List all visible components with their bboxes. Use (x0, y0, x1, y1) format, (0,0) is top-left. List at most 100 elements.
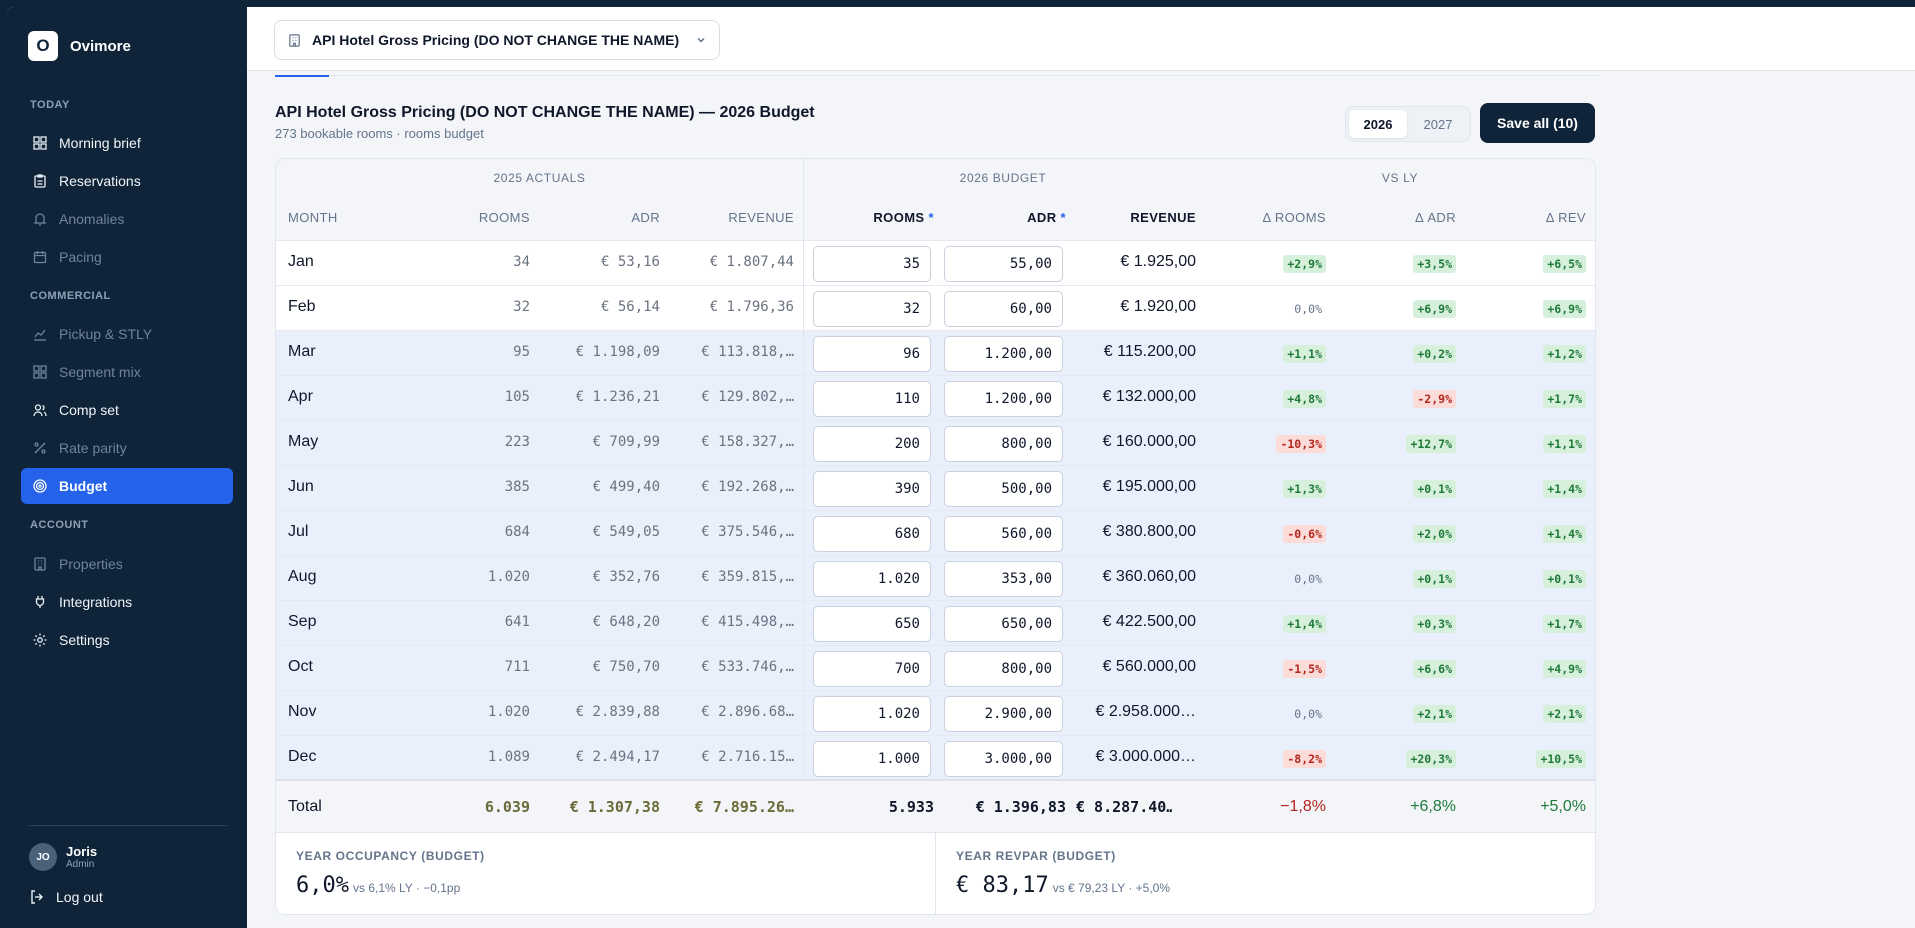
cell-actual-adr: € 648,20 (592, 614, 660, 630)
plug-icon (35, 596, 45, 608)
budget-adr-input[interactable]: 1.200,00 (944, 381, 1063, 417)
budget-rooms-input[interactable]: 200 (813, 426, 931, 462)
budget-adr-input[interactable]: 60,00 (944, 291, 1063, 327)
delta-revenue-badge: +1,4% (1543, 525, 1586, 543)
budget-rooms-input[interactable]: 96 (813, 336, 931, 372)
cell-budget-revenue: € 422.500,00 (1102, 613, 1196, 630)
delta-adr-badge: +2,0% (1413, 525, 1456, 543)
sidebar-item-budget[interactable]: Budget (21, 468, 233, 504)
sidebar-item-pacing[interactable]: Pacing (21, 239, 233, 275)
delta-revenue-badge: +6,5% (1543, 255, 1586, 273)
sidebar-item-label: Pickup & STLY (59, 326, 153, 342)
budget-rooms-input[interactable]: 32 (813, 291, 931, 327)
sidebar-item-anomalies[interactable]: Anomalies (21, 201, 233, 237)
sidebar-item-rate-parity[interactable]: Rate parity (21, 430, 233, 466)
cell-actual-adr: € 2.839,88 (575, 704, 660, 720)
cell-actual-revenue: € 533.746,… (701, 659, 794, 675)
budget-adr-input[interactable]: 800,00 (944, 651, 1063, 687)
budget-adr-input[interactable]: 500,00 (944, 471, 1063, 507)
nav-section-account: ACCOUNT (30, 519, 89, 531)
kpi-occupancy-label: YEAR OCCUPANCY (BUDGET) (296, 849, 485, 863)
year-toggle: 2026 2027 (1345, 106, 1471, 142)
delta-revenue-badge: +2,1% (1543, 705, 1586, 723)
budget-adr-input[interactable]: 3.000,00 (944, 741, 1063, 777)
sidebar-item-settings[interactable]: Settings (21, 622, 233, 658)
delta-adr-badge: +6,9% (1413, 300, 1456, 318)
year-option-2026[interactable]: 2026 (1349, 110, 1407, 138)
cell-month: Feb (288, 298, 316, 315)
budget-adr-input[interactable]: 560,00 (944, 516, 1063, 552)
cell-actual-adr: € 2.494,17 (575, 749, 660, 765)
cell-actual-revenue: € 375.546,… (701, 524, 794, 540)
delta-adr-badge: +0,2% (1413, 345, 1456, 363)
calendar-icon (33, 251, 47, 264)
table-row: Oct 711 € 750,70 € 533.746,… 700 800,00 € 560.… (276, 645, 1595, 690)
sidebar-divider (29, 825, 227, 826)
kpi-revpar-label: YEAR REVPAR (BUDGET) (956, 849, 1116, 863)
cell-actual-adr: € 499,40 (592, 479, 660, 495)
delta-revenue-badge: +0,1% (1543, 570, 1586, 588)
gear-icon (33, 633, 47, 647)
kpi-occupancy-sub: vs 6,1% LY · −0,1pp (352, 881, 461, 895)
delta-revenue-badge: +10,5% (1536, 750, 1586, 768)
sidebar-item-morning-brief[interactable]: Morning brief (21, 125, 233, 161)
cell-month: Jun (288, 478, 314, 495)
budget-adr-input[interactable]: 2.900,00 (944, 696, 1063, 732)
user-profile[interactable]: JO Joris Admin (29, 843, 97, 871)
users-icon (33, 404, 47, 417)
year-option-2027[interactable]: 2027 (1423, 116, 1453, 132)
delta-rooms-badge: +1,3% (1283, 480, 1326, 498)
sidebar-item-label: Pacing (59, 249, 102, 265)
table-row: Jun 385 € 499,40 € 192.268,… 390 500,00 € 195.… (276, 465, 1595, 510)
cell-actual-adr: € 53,16 (600, 254, 660, 270)
brand[interactable]: O Ovimore (28, 31, 131, 61)
delta-revenue-badge: +1,7% (1543, 615, 1586, 633)
budget-adr-input[interactable]: 800,00 (944, 426, 1063, 462)
logout-button[interactable]: Log out (29, 889, 103, 905)
budget-rooms-input[interactable]: 35 (813, 246, 931, 282)
delta-rooms-badge: 0,0% (1294, 302, 1322, 316)
active-tab-indicator (275, 75, 329, 77)
budget-rooms-input[interactable]: 1.000 (813, 741, 931, 777)
delta-adr-badge: +0,1% (1413, 480, 1456, 498)
cell-budget-revenue: € 195.000,00 (1102, 478, 1196, 495)
budget-rooms-input[interactable]: 1.020 (813, 561, 931, 597)
property-select[interactable]: API Hotel Gross Pricing (DO NOT CHANGE T… (274, 20, 720, 60)
brand-name: Ovimore (70, 37, 131, 55)
total-row: Total 6.039 € 1.307,38 € 7.895.26… 5.933… (276, 779, 1595, 832)
sidebar-item-segment-mix[interactable]: Segment mix (21, 354, 233, 390)
sidebar-item-properties[interactable]: Properties (21, 546, 233, 582)
delta-adr-badge: +2,1% (1413, 705, 1456, 723)
percent-icon (34, 442, 46, 454)
budget-rooms-input[interactable]: 650 (813, 606, 931, 642)
delta-revenue-badge: +1,4% (1543, 480, 1586, 498)
cell-actual-revenue: € 2.716.15… (701, 749, 794, 765)
budget-adr-input[interactable]: 55,00 (944, 246, 1063, 282)
budget-adr-input[interactable]: 650,00 (944, 606, 1063, 642)
save-all-button[interactable]: Save all (10) (1480, 103, 1595, 143)
budget-rooms-input[interactable]: 680 (813, 516, 931, 552)
col-actual-rooms: ROOMS (478, 210, 530, 225)
sidebar-item-integrations[interactable]: Integrations (21, 584, 233, 620)
budget-adr-input[interactable]: 1.200,00 (944, 336, 1063, 372)
budget-rooms-input[interactable]: 390 (813, 471, 931, 507)
delta-revenue-badge: +1,1% (1543, 435, 1586, 453)
delta-revenue-badge: +1,7% (1543, 390, 1586, 408)
budget-rooms-input[interactable]: 700 (813, 651, 931, 687)
sidebar-item-pickup-stly[interactable]: Pickup & STLY (21, 316, 233, 352)
budget-rooms-input[interactable]: 1.020 (813, 696, 931, 732)
budget-adr-input[interactable]: 353,00 (944, 561, 1063, 597)
grid-icon (33, 136, 47, 150)
kpi-revpar: YEAR REVPAR (BUDGET) € 83,17 vs € 79,23 L… (936, 832, 1595, 914)
cell-budget-revenue: € 1.925,00 (1120, 253, 1196, 270)
delta-adr-badge: +3,5% (1413, 255, 1456, 273)
cell-actual-adr: € 56,14 (600, 299, 660, 315)
clipboard-icon (34, 174, 46, 188)
sidebar-item-reservations[interactable]: Reservations (21, 163, 233, 199)
sidebar-item-label: Morning brief (59, 135, 141, 151)
col-actual-revenue: REVENUE (728, 210, 794, 225)
budget-rooms-input[interactable]: 110 (813, 381, 931, 417)
cell-actual-rooms: 34 (513, 254, 530, 270)
sidebar-item-comp-set[interactable]: Comp set (21, 392, 233, 428)
avatar: JO (29, 843, 57, 871)
